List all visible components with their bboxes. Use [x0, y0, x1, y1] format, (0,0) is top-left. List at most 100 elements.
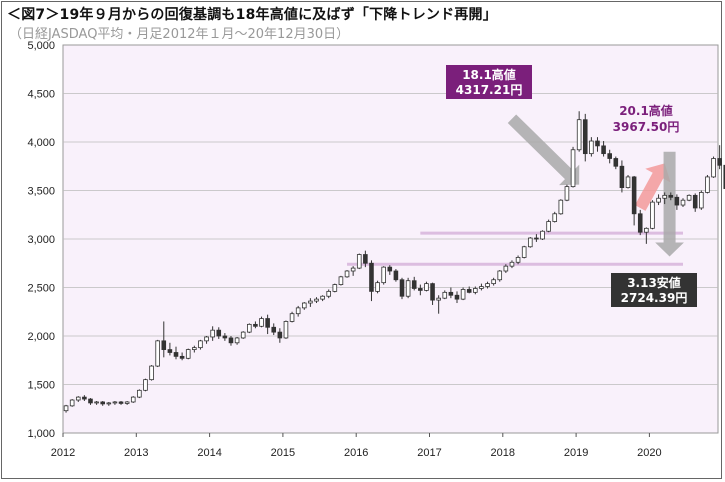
candle-body: [63, 405, 69, 412]
downtrend-arrow-2018: [507, 114, 580, 186]
candle-body: [686, 194, 692, 201]
y-tick-label: 2,500: [27, 283, 55, 295]
y-tick-label: 1,500: [27, 380, 55, 392]
candle-body: [692, 194, 698, 209]
candle-body: [198, 340, 203, 349]
candle-body: [479, 286, 484, 289]
candle-body: [222, 335, 228, 339]
candle-body: [82, 396, 87, 400]
x-tick-label: 2014: [197, 447, 221, 459]
drop-arrow-2020: [655, 151, 684, 257]
chart-title: ＜図7＞19年９月からの回復基調も18年高値に及ばず「下降トレンド再開」: [7, 7, 497, 23]
x-axis: 2012 2013 2014 2015 2016 2017 2018 2019 2020: [51, 433, 662, 459]
candle-body: [644, 227, 649, 233]
candle-body: [411, 280, 417, 289]
candle-body: [546, 221, 551, 232]
candles: [63, 111, 725, 413]
candle-body: [295, 307, 301, 315]
candle-body: [515, 257, 521, 263]
candle-body: [705, 176, 710, 193]
y-tick-label: 4,500: [27, 89, 55, 101]
candle-body: [210, 329, 215, 338]
candle-body: [387, 266, 393, 272]
candle-body: [75, 396, 81, 401]
candle-body: [473, 288, 478, 293]
candle-body: [338, 276, 344, 285]
candle-body: [662, 194, 667, 199]
high-2018-label-line2: 4317.21円: [456, 83, 523, 97]
candle-body: [259, 318, 264, 327]
candle-body: [527, 237, 533, 248]
candle-body: [149, 365, 154, 381]
support-lines: [347, 231, 683, 266]
candle-body: [668, 194, 674, 198]
x-tick-label: 2017: [417, 447, 441, 459]
x-tick-label: 2016: [344, 447, 368, 459]
candle-body: [509, 261, 515, 267]
candle-body: [161, 340, 167, 350]
x-tick-label: 2019: [564, 447, 588, 459]
candle-body: [552, 213, 558, 222]
candle-body: [356, 254, 362, 269]
candle-body: [350, 267, 356, 272]
candle-body: [240, 331, 246, 339]
candle-body: [564, 186, 570, 201]
candle-body: [326, 290, 332, 297]
candle-body: [106, 402, 112, 405]
candle-body: [405, 280, 411, 297]
candle-body: [253, 323, 258, 327]
candle-body: [228, 337, 234, 344]
candle-body: [570, 149, 576, 188]
candle-body: [674, 196, 680, 206]
candle-body: [301, 302, 307, 309]
x-tick-label: 2018: [491, 447, 515, 459]
candle-body: [723, 164, 725, 189]
candle-body: [124, 401, 130, 404]
candle-body: [558, 199, 564, 215]
x-tick-label: 2012: [51, 447, 75, 459]
high-2018-label-box: [446, 65, 532, 99]
candle-body: [320, 295, 325, 300]
candle-body: [619, 165, 625, 188]
candle-body: [130, 396, 136, 403]
candle-body: [112, 401, 118, 404]
candle-body: [167, 349, 173, 353]
candle-body: [418, 288, 423, 291]
candle-body: [399, 279, 405, 297]
candle-body: [271, 326, 277, 333]
candle-body: [613, 158, 619, 167]
candle-body: [637, 213, 643, 233]
low-2020-label-box: [611, 273, 697, 307]
candle-body: [393, 270, 399, 281]
x-tick-label: 2013: [124, 447, 148, 459]
y-tick-label: 3,500: [27, 186, 55, 198]
candle-body: [314, 298, 319, 302]
candle-body: [143, 379, 148, 391]
candle-body: [94, 401, 99, 404]
y-tick-label: 3,000: [27, 234, 55, 246]
candle-body: [650, 201, 655, 229]
candle-body: [265, 318, 270, 328]
candle-body: [521, 246, 527, 258]
candle-body: [595, 140, 600, 147]
candle-body: [717, 158, 722, 166]
candle-body: [204, 336, 209, 342]
candle-body: [466, 289, 472, 293]
candle-body: [118, 401, 124, 404]
high-2020-line1: 20.1高値: [619, 103, 673, 118]
candle-body: [216, 329, 222, 337]
low-2020-label-line1: 3.13安値: [627, 275, 681, 290]
candle-body: [69, 399, 75, 407]
candle-body: [607, 153, 612, 159]
high-2018-label-line1: 18.1高値: [462, 67, 516, 82]
candle-body: [699, 192, 704, 209]
trend-arrows: [507, 114, 684, 257]
candle-body: [332, 284, 338, 292]
y-tick-label: 2,000: [27, 331, 55, 343]
candle-body: [234, 337, 240, 344]
candle-body: [137, 389, 142, 398]
candle-body: [448, 291, 454, 296]
candle-body: [631, 176, 637, 215]
candle-body: [277, 331, 283, 339]
